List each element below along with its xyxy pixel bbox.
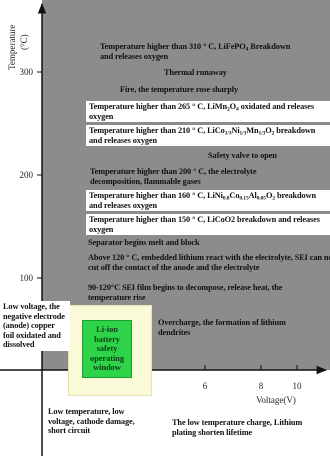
- note-text: Low voltage, the negative electrode (ano…: [3, 302, 65, 350]
- note-text: Fire, the temperature rose sharply: [120, 85, 239, 94]
- note: Low voltage, the negative electrode (ano…: [0, 301, 70, 351]
- subscript: 2: [226, 106, 230, 113]
- x-tick-label: 6: [203, 381, 208, 391]
- note-text: O: [265, 191, 273, 200]
- note: Temperature higher than 210 ° C, LiCo1/3…: [86, 125, 330, 147]
- subscript: 4: [245, 46, 249, 53]
- x-tick-label: 10: [293, 381, 303, 391]
- note-text: Temperature higher than 150 ° C, LiCoO2 …: [89, 215, 320, 234]
- note-text: Overcharge, the formation of lithium den…: [158, 318, 286, 337]
- note: Separator begins melt and block: [88, 238, 288, 248]
- note-text: oxidated and releases oxygen: [89, 102, 314, 121]
- safe-window: Li-ion battery safety operating window: [82, 320, 132, 378]
- note-text: Safety valve to open: [208, 151, 277, 160]
- note: 90-120°C SEI film begins to decompose, r…: [88, 283, 308, 302]
- note-text: Al: [248, 191, 257, 200]
- note-text: breakdown and releases oxygen: [89, 126, 316, 145]
- y-tick-label: 200: [20, 170, 34, 180]
- note-text: Co: [229, 191, 240, 200]
- subscript: 0.15: [239, 195, 249, 202]
- note-text: Temperature higher than 310 ° C, LiFePO: [100, 42, 246, 51]
- note: The low temperature charge, Lithium plat…: [172, 418, 322, 437]
- y-tick-label: 300: [20, 67, 34, 77]
- note-text: Mn: [246, 126, 259, 135]
- x-axis-label: Voltage(V): [256, 395, 296, 405]
- y-axis-unit: (°C): [19, 34, 29, 50]
- note: Temperature higher than 265 ° C, LiMn2O4…: [86, 101, 330, 123]
- subscript: 0.05: [256, 195, 266, 202]
- note-text: Ni: [231, 126, 240, 135]
- note-text: Temperature higher than 210 ° C, LiCo: [89, 126, 225, 135]
- note-text: Temperature higher than 200 ° C, the ele…: [90, 167, 257, 186]
- note-text: The low temperature charge, Lithium plat…: [172, 418, 303, 437]
- note-text: Temperature higher than 160 ° C, LiNi: [89, 191, 223, 200]
- note: Safety valve to open: [208, 151, 328, 161]
- subscript: 2: [271, 130, 275, 137]
- subscript: 1/3: [239, 130, 247, 137]
- note-text: 90-120°C SEI film begins to decompose, r…: [88, 283, 283, 302]
- note: Temperature higher than 310 ° C, LiFePO4…: [100, 42, 300, 61]
- y-tick-label: 100: [20, 273, 34, 283]
- x-tick-label: 8: [259, 381, 264, 391]
- subscript: 4: [236, 106, 239, 113]
- note: Temperature higher than 150 ° C, LiCoO2 …: [86, 214, 330, 236]
- note: Thermal runaway: [164, 68, 284, 78]
- note: Low temperature, low voltage, cathode da…: [48, 407, 138, 436]
- note: Fire, the temperature rose sharply: [120, 85, 300, 95]
- y-axis-label: Temperature: [7, 25, 17, 70]
- note-text: breakdown and releases oxygen: [89, 191, 317, 210]
- note-text: Temperature higher than 265 ° C, LiMn: [89, 102, 227, 111]
- note: Overcharge, the formation of lithium den…: [158, 318, 308, 337]
- note: Above 120 ° C, embedded lithium react wi…: [88, 253, 330, 272]
- subscript: 2: [272, 195, 275, 202]
- note-text: O: [229, 102, 236, 111]
- note-text: O: [265, 126, 272, 135]
- note-text: Separator begins melt and block: [88, 238, 200, 247]
- subscript: 1/3: [258, 130, 266, 137]
- note: Temperature higher than 160 ° C, LiNi0.8…: [86, 190, 330, 212]
- note-text: Breakdown and releases oxygen: [100, 42, 291, 61]
- subscript: 0.8: [222, 195, 230, 202]
- note-text: Low temperature, low voltage, cathode da…: [48, 407, 135, 436]
- subscript: 1/3: [224, 130, 232, 137]
- note: Temperature higher than 200 ° C, the ele…: [90, 167, 290, 186]
- note-text: Thermal runaway: [164, 68, 227, 77]
- note-text: Above 120 ° C, embedded lithium react wi…: [88, 253, 330, 272]
